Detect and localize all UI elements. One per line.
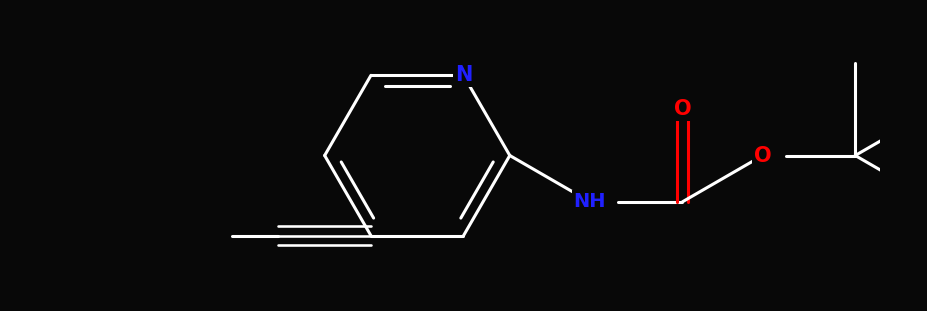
Text: O: O <box>754 146 771 165</box>
Text: N: N <box>455 65 472 85</box>
Text: O: O <box>674 99 692 119</box>
Text: NH: NH <box>574 192 606 211</box>
